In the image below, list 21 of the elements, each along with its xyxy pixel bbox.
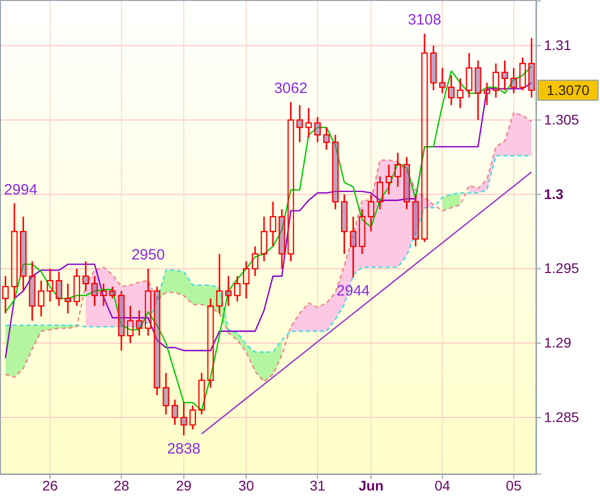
x-tick-label: Jun (358, 477, 384, 494)
y-tick-label: 1.285 (544, 408, 580, 425)
y-tick-label: 1.305 (544, 111, 580, 128)
text: 2994 (4, 181, 38, 198)
text: 2944 (336, 282, 370, 300)
y-tick-label: 1.295 (544, 260, 580, 276)
text: 3062 (274, 80, 308, 98)
text: 2838 (167, 440, 200, 458)
x-tick-label: 26 (42, 477, 58, 494)
y-tick-label: 1.29 (544, 334, 572, 351)
x-tick-label: 29 (176, 477, 192, 494)
x-tick-label: 04 (434, 477, 450, 494)
y-tick-label: 1.31 (544, 37, 572, 54)
x-tick-label: 05 (506, 477, 522, 494)
text: 2950 (131, 246, 165, 264)
text: 3108 (408, 12, 442, 29)
y-tick-label: 1.3 (544, 186, 564, 202)
x-tick-label: 31 (310, 477, 326, 494)
x-tick-label: 30 (238, 477, 254, 494)
x-tick-label: 28 (114, 477, 130, 494)
text: 1.3070 (546, 82, 590, 98)
